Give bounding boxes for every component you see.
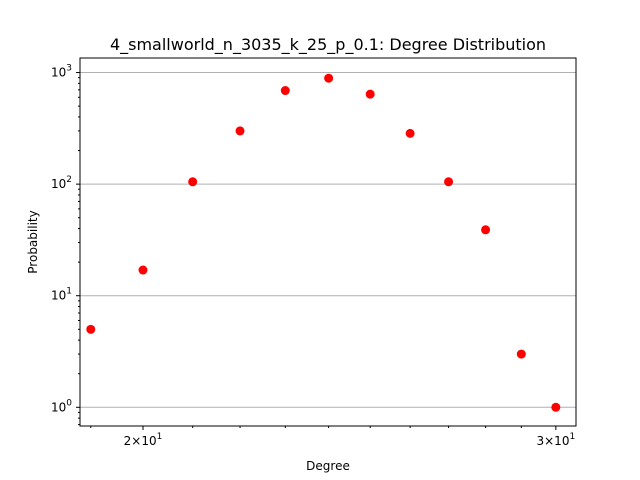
y-tick-exponent: 2 bbox=[66, 175, 72, 185]
chart-title: 4_smallworld_n_3035_k_25_p_0.1: Degree D… bbox=[110, 35, 546, 55]
x-tick-exponent: 1 bbox=[157, 432, 163, 442]
data-point bbox=[551, 402, 561, 412]
data-point bbox=[405, 128, 415, 138]
y-tick-base: 10 bbox=[51, 400, 66, 414]
data-point bbox=[86, 324, 96, 334]
y-axis-label: Probability bbox=[26, 210, 40, 273]
plot-frame bbox=[79, 57, 577, 427]
x-tick-times: ×10 bbox=[131, 434, 156, 448]
data-point bbox=[481, 225, 491, 235]
data-point bbox=[516, 349, 526, 359]
x-tick-exponent: 1 bbox=[569, 432, 575, 442]
x-tick-label: 2×101 bbox=[124, 432, 163, 448]
grid-lines bbox=[80, 72, 576, 408]
y-tick-exponent: 3 bbox=[66, 64, 72, 74]
y-tick-label: 102 bbox=[51, 175, 72, 191]
y-tick-base: 10 bbox=[51, 289, 66, 303]
y-tick-exponent: 1 bbox=[66, 287, 72, 297]
data-points bbox=[86, 73, 561, 412]
y-tick-base: 10 bbox=[51, 177, 66, 191]
data-point bbox=[235, 126, 245, 136]
x-tick-base: 2 bbox=[124, 434, 132, 448]
data-point bbox=[280, 86, 290, 96]
x-tick-times: ×10 bbox=[544, 434, 569, 448]
y-tick-exponent: 0 bbox=[66, 398, 72, 408]
data-point bbox=[324, 73, 334, 83]
x-tick-base: 3 bbox=[536, 434, 544, 448]
x-axis-label: Degree bbox=[306, 459, 350, 473]
data-point bbox=[444, 177, 454, 187]
y-tick-label: 101 bbox=[51, 287, 72, 303]
data-point bbox=[365, 89, 375, 99]
data-point bbox=[138, 265, 148, 275]
data-point bbox=[188, 177, 198, 187]
y-tick-label: 103 bbox=[51, 64, 72, 80]
x-tick-label: 3×101 bbox=[536, 432, 575, 448]
y-tick-base: 10 bbox=[51, 66, 66, 80]
y-tick-label: 100 bbox=[51, 398, 72, 414]
